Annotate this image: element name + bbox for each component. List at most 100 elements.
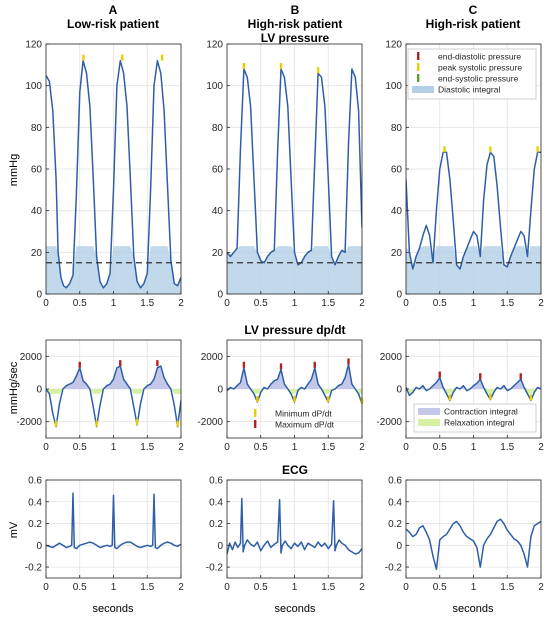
- data-marker: [242, 63, 246, 69]
- y-tick-label: 0.2: [388, 519, 402, 530]
- trace-line: [46, 492, 181, 550]
- trace-line: [227, 68, 362, 266]
- x-tick-label: 0.5: [254, 582, 268, 593]
- panel-A-ecg: 0 0.5 1 1.5 2-0.200.20.40.6: [25, 476, 184, 594]
- data-marker: [313, 361, 316, 368]
- diastolic-integral: [406, 246, 541, 294]
- y-tick-label: 0.4: [388, 497, 402, 508]
- x-tick-label: 0: [403, 442, 409, 453]
- x-tick-label: 2: [178, 582, 184, 593]
- x-tick-label: 0.5: [73, 298, 87, 309]
- x-tick-label: 1.5: [140, 582, 154, 593]
- diastolic-integral: [227, 246, 362, 294]
- x-tick-label: 2: [359, 442, 365, 453]
- x-tick-label: 0.5: [433, 442, 447, 453]
- y-tick-label: 20: [391, 248, 403, 259]
- x-tick-label: 0: [224, 298, 230, 309]
- y-tick-label: -0.2: [385, 563, 403, 574]
- panel-A-dpdt: 0 0.5 1 1.5 2 -2000 0 2000: [16, 339, 184, 453]
- y-tick-label: 0: [396, 385, 402, 396]
- y-tick-label: 2000: [201, 352, 224, 363]
- y-tick-label: 20: [212, 248, 224, 259]
- data-marker: [316, 67, 320, 74]
- y-tick-label: 100: [206, 81, 223, 92]
- data-marker: [536, 146, 539, 153]
- y-tick-label: 2000: [20, 352, 43, 363]
- row-title-dpdt: LV pressure dp/dt: [244, 323, 345, 337]
- y-tick-label: 0: [36, 541, 42, 552]
- x-tick-label: 0: [403, 298, 409, 309]
- legend-label: end-systolic pressure: [438, 74, 519, 84]
- y-tick-label: 20: [31, 248, 43, 259]
- xlabel-c: seconds: [453, 603, 494, 615]
- data-marker: [519, 373, 522, 380]
- y-tick-label: 0.4: [28, 497, 42, 508]
- contraction-integral: [46, 366, 181, 389]
- data-marker: [121, 54, 124, 61]
- integral-fills: [406, 246, 541, 294]
- y-tick-label: 120: [385, 40, 402, 51]
- x-tick-label: 0.5: [73, 442, 87, 453]
- data-marker: [443, 146, 446, 153]
- x-tick-label: 2: [359, 298, 365, 309]
- data-marker: [327, 396, 330, 403]
- ylabel-pressure: mmHg: [8, 154, 20, 186]
- data-marker: [82, 54, 85, 61]
- y-tick-label: 120: [25, 40, 42, 51]
- data-marker: [448, 394, 452, 401]
- column-title-a: Low-risk patient: [67, 17, 159, 31]
- y-tick-label: 100: [25, 81, 42, 92]
- panel-B-dpdt: 0 0.5 1 1.5 2 -2000 0 2000: [197, 339, 365, 453]
- data-marker: [95, 420, 98, 427]
- legend-swatch: [412, 86, 434, 93]
- y-tick-label: 0: [396, 541, 402, 552]
- data-marker: [78, 361, 81, 368]
- column-letter-c: C: [469, 3, 478, 17]
- diastolic-integral: [46, 246, 181, 294]
- row-y-labels: mmHg mmHg/sec mV: [8, 154, 20, 538]
- x-tick-label: 2: [178, 442, 184, 453]
- data-marker: [119, 360, 122, 367]
- x-tick-label: 0: [43, 582, 49, 593]
- x-tick-label: 1: [471, 582, 477, 593]
- row-title-ecg: ECG: [282, 463, 308, 477]
- relaxation-integral: [46, 389, 181, 394]
- x-tick-label: 1: [292, 298, 298, 309]
- x-tick-label: 1: [292, 582, 298, 593]
- y-tick-label: 0.2: [28, 519, 42, 530]
- legend-label: Diastolic integral: [438, 85, 500, 95]
- x-tick-label: 0: [43, 298, 49, 309]
- data-marker: [479, 373, 482, 380]
- data-marker: [160, 54, 164, 61]
- y-tick-label: 0.6: [28, 476, 42, 487]
- data-marker: [176, 420, 179, 427]
- x-tick-label: 1.5: [500, 298, 514, 309]
- x-tick-label: 1: [111, 298, 117, 309]
- trace-line: [46, 59, 181, 289]
- integral-fills: [46, 246, 181, 294]
- y-tick-label: 40: [391, 206, 403, 217]
- legend-swatch: [418, 408, 440, 415]
- x-tick-label: 0.5: [73, 582, 87, 593]
- xlabel-a: seconds: [93, 603, 134, 615]
- x-tick-label: 0.5: [433, 582, 447, 593]
- y-tick-label: -2000: [376, 417, 402, 428]
- legend-swatch: [417, 74, 420, 82]
- x-tick-label: 0.5: [433, 298, 447, 309]
- legend-swatch: [418, 419, 440, 426]
- x-tick-label: 1: [292, 442, 298, 453]
- y-tick-label: 60: [391, 165, 403, 176]
- y-tick-label: 80: [31, 123, 43, 134]
- panel-C-dpdt: 0 0.5 1 1.5 2 -2000 0 2000: [376, 339, 544, 453]
- x-tick-label: 0: [403, 582, 409, 593]
- trace-line: [46, 365, 181, 428]
- x-tick-label: 0.5: [254, 298, 268, 309]
- legend-label: end-diastolic pressure: [438, 52, 521, 62]
- y-tick-label: 80: [212, 123, 224, 134]
- trace-line: [406, 151, 541, 270]
- data-marker: [529, 394, 533, 401]
